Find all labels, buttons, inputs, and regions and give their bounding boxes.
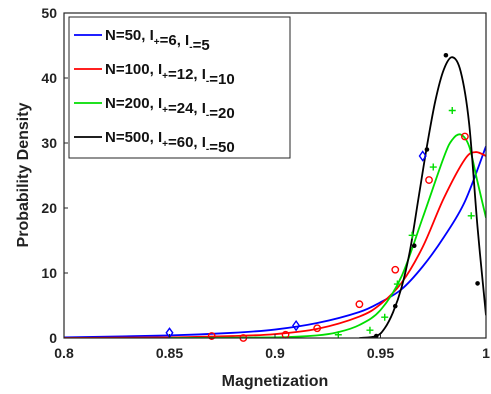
legend-box bbox=[68, 16, 291, 159]
data-point-0 bbox=[418, 150, 427, 162]
y-tick-label: 40 bbox=[41, 70, 57, 86]
series-line-3 bbox=[359, 56, 486, 338]
x-tick-label: 0.85 bbox=[156, 345, 183, 361]
legend-text-part: + bbox=[162, 105, 168, 116]
series-line-1 bbox=[64, 151, 486, 338]
legend-text-part: + bbox=[162, 139, 168, 150]
data-point-1 bbox=[391, 265, 400, 274]
data-point-1 bbox=[313, 324, 322, 333]
x-tick-label: 0.9 bbox=[265, 345, 285, 361]
series-line-0 bbox=[64, 145, 486, 338]
legend-entry-2: N=200, I+=24, I-=20 bbox=[105, 95, 235, 122]
legend-text-part: N=100, I bbox=[105, 61, 162, 78]
legend-text-part: - bbox=[206, 110, 209, 121]
data-point-3 bbox=[475, 281, 480, 286]
data-point-2 bbox=[448, 107, 456, 114]
legend-text-part: =20 bbox=[209, 105, 234, 122]
data-point-2 bbox=[429, 163, 437, 171]
legend-text-part: =60, I bbox=[168, 134, 206, 151]
x-axis-label: Magnetization bbox=[222, 373, 329, 390]
legend-text-part: + bbox=[162, 71, 168, 82]
legend-text-part: - bbox=[189, 42, 192, 53]
data-point-2 bbox=[393, 280, 401, 288]
data-point-1 bbox=[425, 176, 433, 184]
data-point-3 bbox=[373, 333, 379, 339]
legend-entry-1: N=100, I+=12, I-=10 bbox=[105, 61, 235, 88]
legend-text-part: =24, I bbox=[168, 100, 206, 117]
data-point-3 bbox=[411, 243, 417, 248]
legend-text-part: =5 bbox=[193, 37, 210, 54]
series-layer bbox=[64, 56, 486, 338]
data-point-1 bbox=[355, 300, 364, 309]
legend-text-part: =6, I bbox=[160, 32, 190, 49]
y-tick-label: 0 bbox=[49, 330, 57, 346]
x-tick-label: 0.95 bbox=[367, 345, 394, 361]
legend-text-part: N=500, I bbox=[105, 129, 162, 146]
data-point-2 bbox=[467, 212, 475, 220]
data-point-2 bbox=[334, 331, 342, 339]
x-tick-label: 0.8 bbox=[54, 345, 74, 361]
x-tick-label: 1 bbox=[482, 345, 490, 361]
legend: N=50, I+=6, I-=5N=100, I+=12, I-=10N=200… bbox=[68, 16, 291, 159]
legend-entry-3: N=500, I+=60, I-=50 bbox=[105, 129, 235, 156]
data-point-2 bbox=[408, 231, 416, 239]
data-point-3 bbox=[392, 303, 398, 309]
data-point-3 bbox=[443, 52, 449, 58]
y-tick-label: 30 bbox=[41, 135, 57, 151]
legend-entry-0: N=50, I+=6, I-=5 bbox=[105, 27, 210, 54]
data-point-0 bbox=[292, 319, 301, 332]
legend-text-part: =50 bbox=[209, 139, 234, 156]
data-point-1 bbox=[460, 132, 469, 141]
data-point-2 bbox=[366, 326, 374, 334]
data-point-3 bbox=[424, 147, 430, 152]
y-axis-label: Probability Density bbox=[15, 102, 32, 247]
legend-text-part: - bbox=[206, 144, 209, 155]
y-tick-label: 50 bbox=[41, 5, 57, 21]
legend-text-part: N=50, I bbox=[105, 27, 154, 44]
legend-text-part: - bbox=[206, 76, 209, 87]
legend-text-part: =10 bbox=[209, 71, 234, 88]
legend-text-part: + bbox=[154, 37, 160, 48]
legend-text-part: N=200, I bbox=[105, 95, 162, 112]
y-tick-label: 20 bbox=[41, 200, 57, 216]
y-tick-label: 10 bbox=[41, 265, 57, 281]
legend-text-part: =12, I bbox=[168, 66, 206, 83]
data-point-1 bbox=[207, 332, 216, 340]
data-point-2 bbox=[381, 313, 389, 321]
